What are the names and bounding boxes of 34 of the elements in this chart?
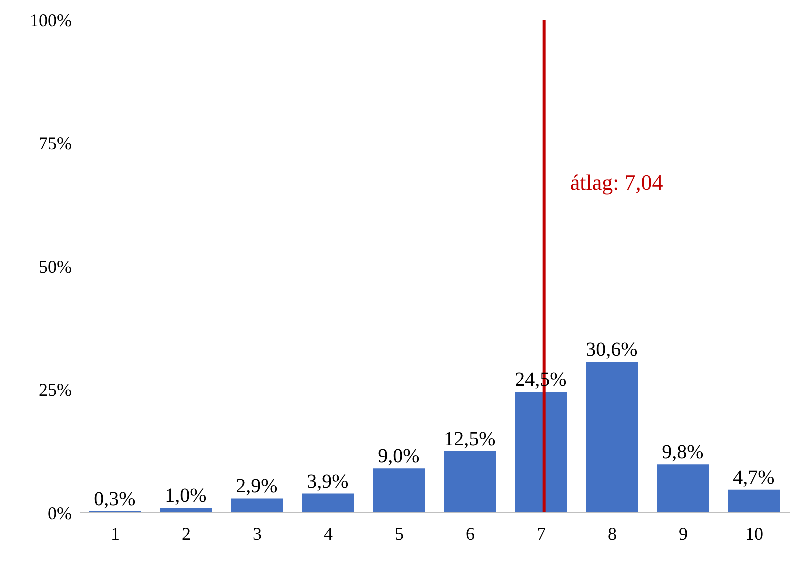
x-tick-label: 7 — [537, 524, 546, 544]
x-tick-label: 9 — [679, 524, 688, 544]
data-label: 0,3% — [94, 488, 136, 511]
bar — [515, 392, 567, 513]
y-tick-label: 0% — [48, 503, 72, 524]
y-tick-label: 100% — [30, 10, 72, 30]
bar — [657, 464, 709, 513]
x-tick-label: 5 — [395, 524, 404, 544]
data-label: 4,7% — [733, 466, 775, 489]
y-tick-label: 50% — [39, 256, 72, 277]
data-label: 1,0% — [165, 485, 207, 508]
y-tick-label: 25% — [39, 380, 72, 400]
data-label: 9,0% — [378, 446, 420, 468]
bar — [444, 451, 496, 513]
x-tick-label: 4 — [324, 524, 333, 544]
bar — [373, 468, 425, 513]
bar — [231, 498, 283, 513]
data-label: 3,9% — [307, 470, 349, 493]
bar — [728, 490, 780, 513]
data-label: 30,6% — [586, 339, 638, 362]
bar — [586, 362, 638, 513]
bar — [302, 494, 354, 513]
data-label: 2,9% — [236, 476, 278, 498]
x-tick-label: 10 — [746, 524, 764, 544]
x-tick-label: 2 — [182, 524, 191, 544]
data-label: 12,5% — [444, 428, 496, 450]
data-label: 9,8% — [662, 442, 704, 464]
ref-line-label: átlag: 7,04 — [570, 170, 664, 195]
y-tick-label: 75% — [39, 134, 72, 154]
x-tick-label: 1 — [111, 524, 120, 544]
bar — [160, 508, 212, 513]
x-tick-label: 6 — [466, 524, 475, 544]
x-tick-label: 8 — [608, 524, 617, 544]
x-tick-label: 3 — [253, 524, 262, 544]
